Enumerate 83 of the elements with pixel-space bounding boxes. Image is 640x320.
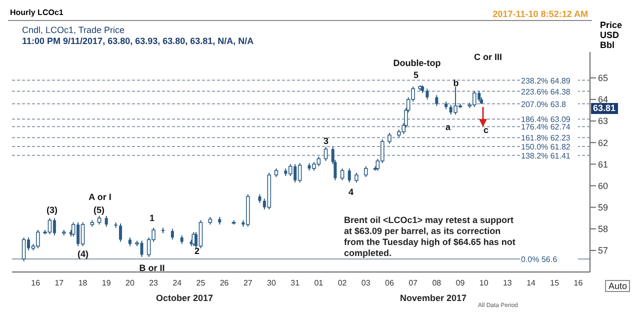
x-tick-label: 31: [290, 278, 300, 288]
ref-line-label: 0.0% 56.6: [521, 255, 558, 264]
ref-line-label: 161.8% 62.23: [521, 134, 571, 143]
text: November 2017: [400, 293, 467, 303]
y-axis-title: Price USD Bbl: [600, 20, 624, 50]
ref-line-label: 138.2% 61.41: [521, 151, 571, 160]
candlestick: [80, 222, 85, 247]
x-tick-label: 02: [338, 278, 348, 288]
x-tick-label: 27: [243, 278, 253, 288]
candlestick: [288, 164, 292, 177]
candlestick: [354, 172, 358, 183]
candlestick: [426, 88, 429, 100]
annotation: (4): [78, 249, 88, 259]
ref-line-label: 223.6% 64.38: [521, 87, 571, 96]
candlestick: [119, 222, 122, 242]
x-tick-label: 23: [149, 278, 159, 288]
y-tick-label: 64: [598, 94, 608, 105]
x-tick-label: 08: [432, 278, 442, 288]
x-tick-label: 15: [550, 278, 560, 288]
y-tick-label: 58: [598, 224, 608, 234]
ref-line-label: 150.0% 61.82: [521, 142, 571, 152]
text: 63.81: [591, 103, 618, 114]
candlestick: [324, 146, 328, 162]
y-tick-label: 61: [598, 159, 608, 170]
candlestick: [170, 228, 174, 240]
x-tick-label: 25: [196, 278, 206, 288]
x-tick-label: 14: [526, 278, 536, 288]
annotation: 5: [413, 70, 419, 80]
x-tick-label: 17: [54, 278, 64, 288]
x-tick-label: 30: [267, 278, 277, 288]
ref-line-label: 238.2% 64.89: [521, 76, 571, 86]
candlestick: [104, 215, 108, 228]
x-tick-label: 26: [220, 278, 230, 288]
x-tick-label: 18: [78, 278, 88, 288]
y-tick-label: 63: [598, 116, 608, 126]
text: Auto: [605, 280, 630, 292]
annotation: a: [445, 122, 451, 132]
y-tick-label: 65: [598, 73, 608, 84]
chart-title: Hourly LCOc1: [10, 8, 64, 17]
ref-line-label: 176.4% 62.74: [521, 122, 571, 132]
candlestick: [348, 168, 351, 183]
annotation: C or III: [474, 52, 502, 62]
x-tick-label: 09: [456, 278, 466, 288]
x-tick-label: 19: [102, 278, 112, 288]
candlestick: [364, 166, 368, 178]
annotation: (3): [46, 205, 58, 215]
candlestick: [340, 168, 344, 181]
x-tick-label: 07: [408, 278, 418, 288]
x-tick-label: 03: [361, 278, 371, 288]
annotation: (5): [94, 205, 104, 215]
annotation: B or II: [139, 263, 165, 273]
annotation: 1: [149, 213, 155, 223]
x-tick-label: 16: [574, 278, 584, 288]
annotation: 3: [323, 136, 329, 146]
x-tick-label: 01: [314, 278, 324, 288]
annotation: Double-top: [393, 58, 441, 68]
annotation: c: [483, 125, 489, 135]
annotation: Brent oil <LCOc1> may retest a support at $63.09 per barrel, as its correction from the Tuesday high of $64.65 has not completed.: [344, 215, 516, 259]
ref-line-label: 207.0% 63.8: [521, 100, 566, 109]
x-tick-label: 10: [479, 278, 489, 288]
candlestick: [198, 220, 203, 249]
x-tick-label: 13: [502, 278, 512, 288]
y-tick-label: 62: [598, 138, 608, 148]
x-tick-label: 20: [126, 278, 135, 288]
y-tick-label: 60: [598, 180, 608, 191]
annotation: 4: [348, 187, 354, 197]
x-tick-label: 06: [385, 278, 394, 288]
annotation: A or I: [88, 192, 112, 202]
candlestick: [388, 132, 392, 144]
y-tick-label: 59: [598, 202, 608, 212]
text: October 2017: [156, 293, 214, 303]
y-tick-label: 57: [598, 246, 608, 256]
annotation: 2: [194, 246, 200, 256]
annotation: b: [453, 78, 459, 88]
chart-subtitle: Cndl, LCOc1, Trade Price: [22, 25, 125, 35]
ref-line-label: 186.4% 63.09: [521, 115, 571, 124]
x-tick-label: 24: [172, 278, 182, 288]
text: 2017-11-10 8:52:12 AM: [492, 9, 588, 19]
candlestick: [22, 236, 26, 262]
x-tick-label: 16: [31, 278, 41, 288]
text: 11:00 PM 9/11/2017, 63.80, 63.93, 63.80, 63.81, N/A, N/A: [22, 36, 254, 46]
candlestick: [298, 162, 302, 183]
candlestick: [435, 94, 438, 106]
